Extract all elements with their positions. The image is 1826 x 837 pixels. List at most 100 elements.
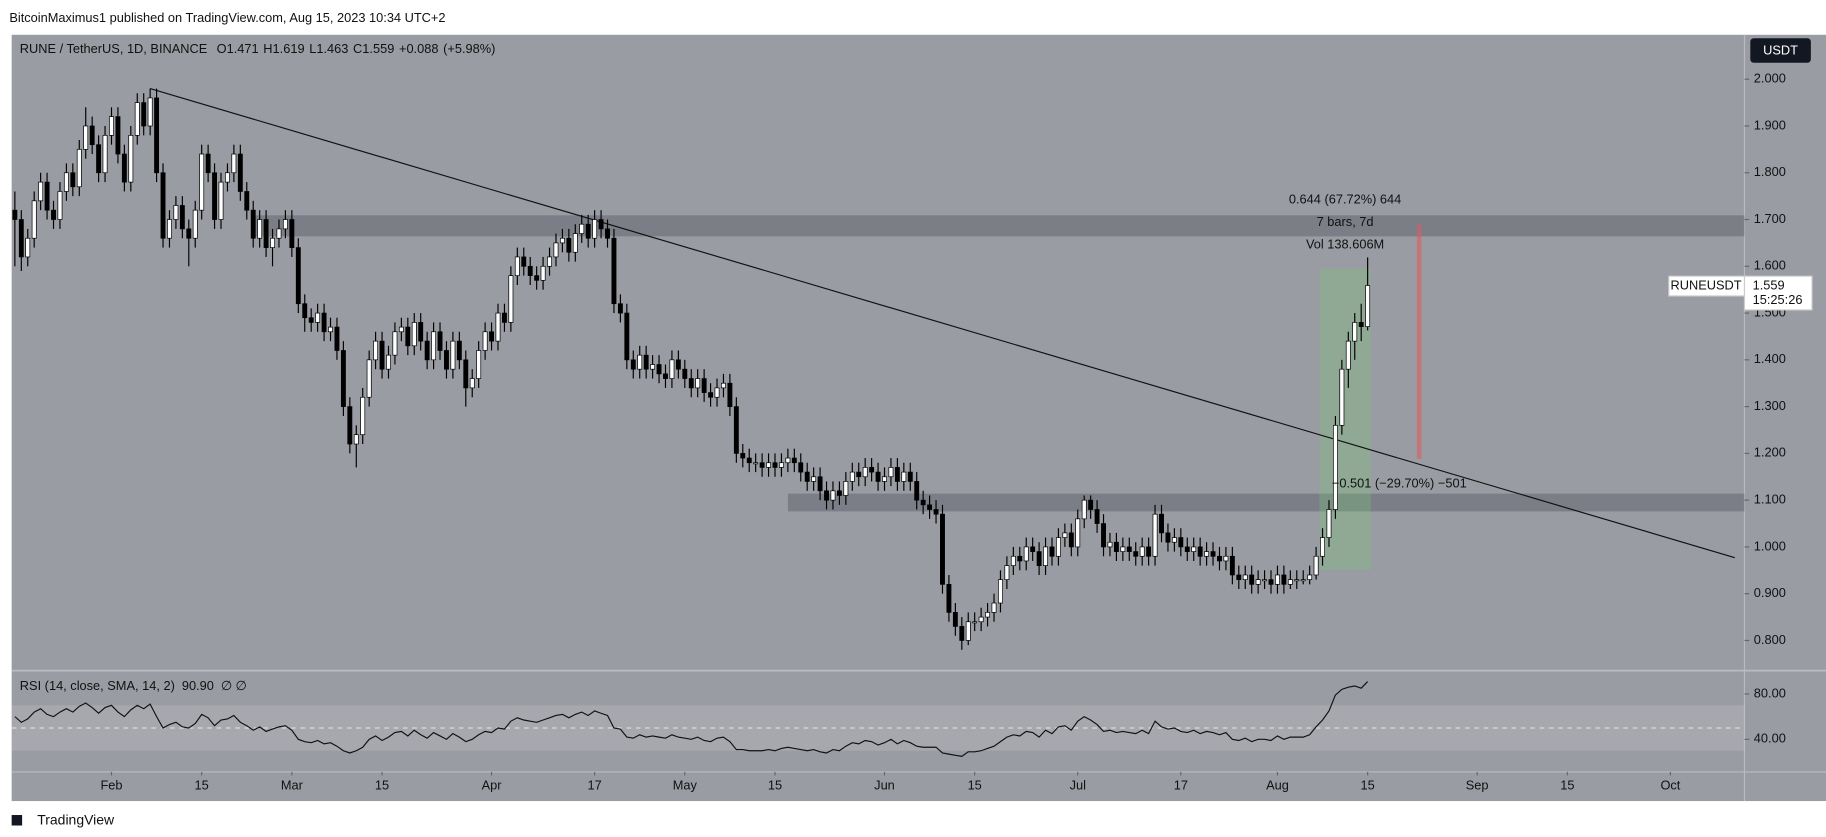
candle-body <box>1191 546 1197 552</box>
candle-body <box>1229 555 1235 576</box>
ohlc-key: H <box>263 41 272 56</box>
candle-body <box>1023 546 1029 562</box>
candle-body <box>1242 574 1248 581</box>
candle-body <box>128 134 134 183</box>
candle-body <box>1210 551 1216 557</box>
candle-body <box>250 209 256 239</box>
ohlc-value: 1.471 <box>227 41 259 56</box>
candle-body <box>746 457 752 464</box>
candle-body <box>1004 565 1010 581</box>
candle-body <box>205 153 211 174</box>
candle-body <box>579 223 585 234</box>
candle-body <box>1275 574 1280 585</box>
candle-body <box>843 481 849 496</box>
candle-body <box>985 612 991 618</box>
candle-body <box>721 382 726 389</box>
measure-label: 0.644 (67.72%) 644 <box>1289 191 1401 206</box>
candle-body <box>321 312 327 333</box>
candle-body <box>688 378 694 389</box>
candle-body <box>398 326 404 333</box>
candle-body <box>1332 424 1338 510</box>
candle-body <box>663 373 668 379</box>
change: +0.088 <box>399 41 439 56</box>
measure-label: −0.501 (−29.70%) −501 <box>1332 476 1467 491</box>
candle-body <box>617 303 623 314</box>
candle-body <box>527 265 533 277</box>
candle-body <box>179 205 185 230</box>
candle-body <box>186 228 192 239</box>
candle-body <box>759 462 765 468</box>
candle-body <box>959 626 965 641</box>
candle-body <box>25 237 31 258</box>
rsi-tick-label: 80.00 <box>1754 685 1786 700</box>
x-tick-label: Feb <box>100 777 122 792</box>
x-tick-label: Oct <box>1660 777 1680 792</box>
candle-body <box>708 392 714 398</box>
candle-body <box>1281 574 1287 585</box>
candle-body <box>714 387 720 398</box>
candle-body <box>972 621 978 624</box>
candle-body <box>1010 555 1016 566</box>
x-tick-label: 17 <box>1174 777 1188 792</box>
candle-body <box>856 471 862 478</box>
candle-body <box>418 322 424 342</box>
candle-body <box>469 378 475 389</box>
rsi-title: RSI (14, close, SMA, 14, 2) <box>20 678 175 693</box>
candle-body <box>1197 546 1203 557</box>
candle-body <box>83 125 89 150</box>
candle-body <box>1255 579 1261 585</box>
candle-body <box>1287 579 1293 585</box>
published-note: BitcoinMaximus1 published on TradingView… <box>9 10 445 25</box>
candle-body <box>1268 579 1274 585</box>
candle-body <box>946 583 952 613</box>
x-tick-label: Sep <box>1466 777 1489 792</box>
countdown: 15:25:26 <box>1753 292 1803 307</box>
rsi-extra: ∅ ∅ <box>221 678 247 693</box>
candle-body <box>218 181 224 220</box>
x-tick-label: 15 <box>968 777 982 792</box>
y-tick-label: 1.200 <box>1754 445 1786 460</box>
candle-body <box>1313 555 1319 576</box>
x-tick-label: Aug <box>1266 777 1289 792</box>
candle-body <box>540 265 546 281</box>
currency-button[interactable] <box>1750 38 1811 63</box>
candle-body <box>701 378 707 393</box>
symbol-label: RUNEUSDT <box>1670 277 1741 292</box>
candle-body <box>476 350 482 379</box>
candle-body <box>1294 579 1300 582</box>
candle-body <box>978 616 984 623</box>
currency-label: USDT <box>1763 42 1798 57</box>
last-price: 1.559 <box>1753 277 1785 292</box>
candle-body <box>1339 368 1345 426</box>
candle-body <box>869 467 875 473</box>
y-tick-label: 1.800 <box>1754 164 1786 179</box>
candle-body <box>147 97 153 127</box>
x-tick-label: 17 <box>588 777 602 792</box>
x-tick-label: 15 <box>375 777 389 792</box>
candle-body <box>753 462 759 465</box>
candle-body <box>592 219 598 239</box>
candle-body <box>1055 537 1061 557</box>
candle-body <box>1139 546 1145 557</box>
rsi-value: 90.90 <box>182 678 214 693</box>
candle-body <box>1152 513 1158 557</box>
candle-body <box>811 476 817 482</box>
candle-body <box>244 191 250 211</box>
candle-body <box>495 312 501 342</box>
candle-body <box>920 499 926 506</box>
candle-body <box>1184 546 1190 552</box>
ohlc-value: 1.619 <box>273 41 305 56</box>
candle-body <box>263 219 269 248</box>
y-tick-label: 1.100 <box>1754 492 1786 507</box>
candle-body <box>141 102 147 127</box>
chart-background <box>11 34 1826 802</box>
candle-body <box>12 209 18 220</box>
candle-body <box>965 621 971 641</box>
candle-body <box>89 125 95 146</box>
candle-body <box>1165 532 1171 543</box>
candle-body <box>830 490 836 501</box>
candle-body <box>559 237 565 244</box>
candle-body <box>63 172 69 192</box>
candle-body <box>1223 555 1229 562</box>
price-tag <box>1743 275 1813 311</box>
